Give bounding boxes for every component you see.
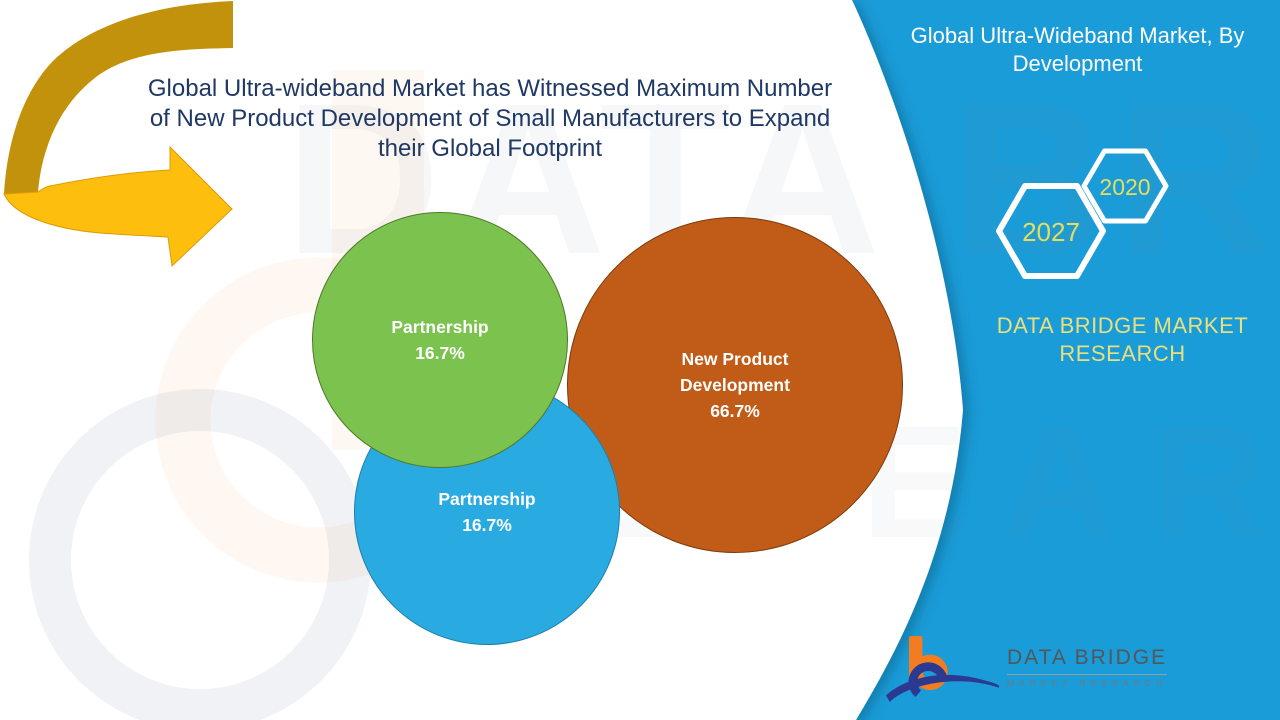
forecast-years-graphic: 2027 2020 xyxy=(980,135,1200,295)
company-logo: DATA BRIDGE MARKET RESEARCH xyxy=(886,634,1168,706)
year-2020-label: 2020 xyxy=(1099,174,1150,200)
company-logo-tagline: MARKET RESEARCH xyxy=(1007,678,1167,688)
arrow-lower-band-head xyxy=(3,145,233,268)
bubble-partnership-green: Partnership 16.7% xyxy=(312,212,568,468)
hexagon-2027 xyxy=(996,183,1106,279)
panel-title-line: Development xyxy=(1012,51,1143,76)
bubble-label: Partnership xyxy=(391,317,489,337)
growth-arrow-graphic xyxy=(0,0,240,290)
brand-name-line: RESEARCH xyxy=(1059,341,1186,366)
hexagon-2020 xyxy=(1081,148,1169,224)
panel-title: Global Ultra-Wideband Market, By Develop… xyxy=(880,22,1275,78)
panel-title-line: Global Ultra-Wideband Market, By xyxy=(910,23,1245,48)
company-logo-text: DATA BRIDGE MARKET RESEARCH xyxy=(1007,646,1168,688)
bubble-label: Development xyxy=(680,375,790,395)
bubble-label: New Product xyxy=(681,349,789,369)
bubble-value: 16.7% xyxy=(462,515,512,535)
brand-name-line: DATA BRIDGE MARKET xyxy=(996,313,1249,338)
bubble-label: Partnership xyxy=(438,489,536,509)
company-logo-mark xyxy=(886,635,1000,703)
company-logo-name: DATA BRIDGE xyxy=(1007,646,1168,675)
bubble-value: 66.7% xyxy=(710,401,760,421)
year-2027-label: 2027 xyxy=(1022,217,1080,247)
bubble-value: 16.7% xyxy=(415,343,465,363)
brand-name: DATA BRIDGE MARKET RESEARCH xyxy=(960,312,1280,368)
page-title-line: Global Ultra-wideband Market has Witness… xyxy=(147,75,833,102)
page-title-line: their Global Footprint xyxy=(377,135,603,162)
page-title: Global Ultra-wideband Market has Witness… xyxy=(115,74,865,164)
bubble-new-product-development: New Product Development 66.7% xyxy=(567,217,903,553)
page-title-line: of New Product Development of Small Manu… xyxy=(149,105,831,132)
arrow-upper-band xyxy=(4,1,233,194)
